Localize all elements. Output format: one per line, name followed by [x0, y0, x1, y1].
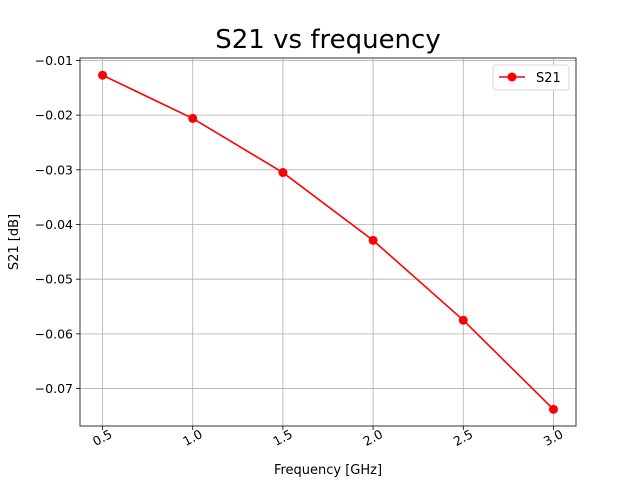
data-point	[548, 404, 558, 414]
data-point	[458, 315, 468, 325]
y-tick-label: −0.05	[35, 272, 73, 287]
series-line-s21	[102, 74, 555, 410]
data-point	[368, 235, 378, 245]
y-tick-label: −0.01	[35, 53, 73, 68]
y-tick-label: −0.07	[35, 381, 73, 396]
data-point	[188, 113, 198, 123]
x-axis-label: Frequency [GHz]	[274, 463, 382, 478]
legend: S21	[492, 64, 570, 91]
data-point	[98, 70, 108, 80]
y-tick-label: −0.04	[35, 217, 73, 232]
y-axis-label: S21 [dB]	[7, 214, 22, 270]
y-tick-label: −0.06	[35, 326, 73, 341]
legend-box	[492, 64, 570, 91]
legend-label: S21	[536, 71, 561, 86]
grid-lines	[80, 58, 576, 426]
plot-frame	[79, 57, 577, 427]
y-tick-label: −0.03	[35, 162, 73, 177]
series-layer	[98, 70, 558, 414]
data-point	[278, 168, 288, 178]
y-tick-label: −0.02	[35, 108, 73, 123]
chart-title: S21 vs frequency	[215, 25, 440, 55]
legend-marker-swatch	[507, 72, 517, 82]
